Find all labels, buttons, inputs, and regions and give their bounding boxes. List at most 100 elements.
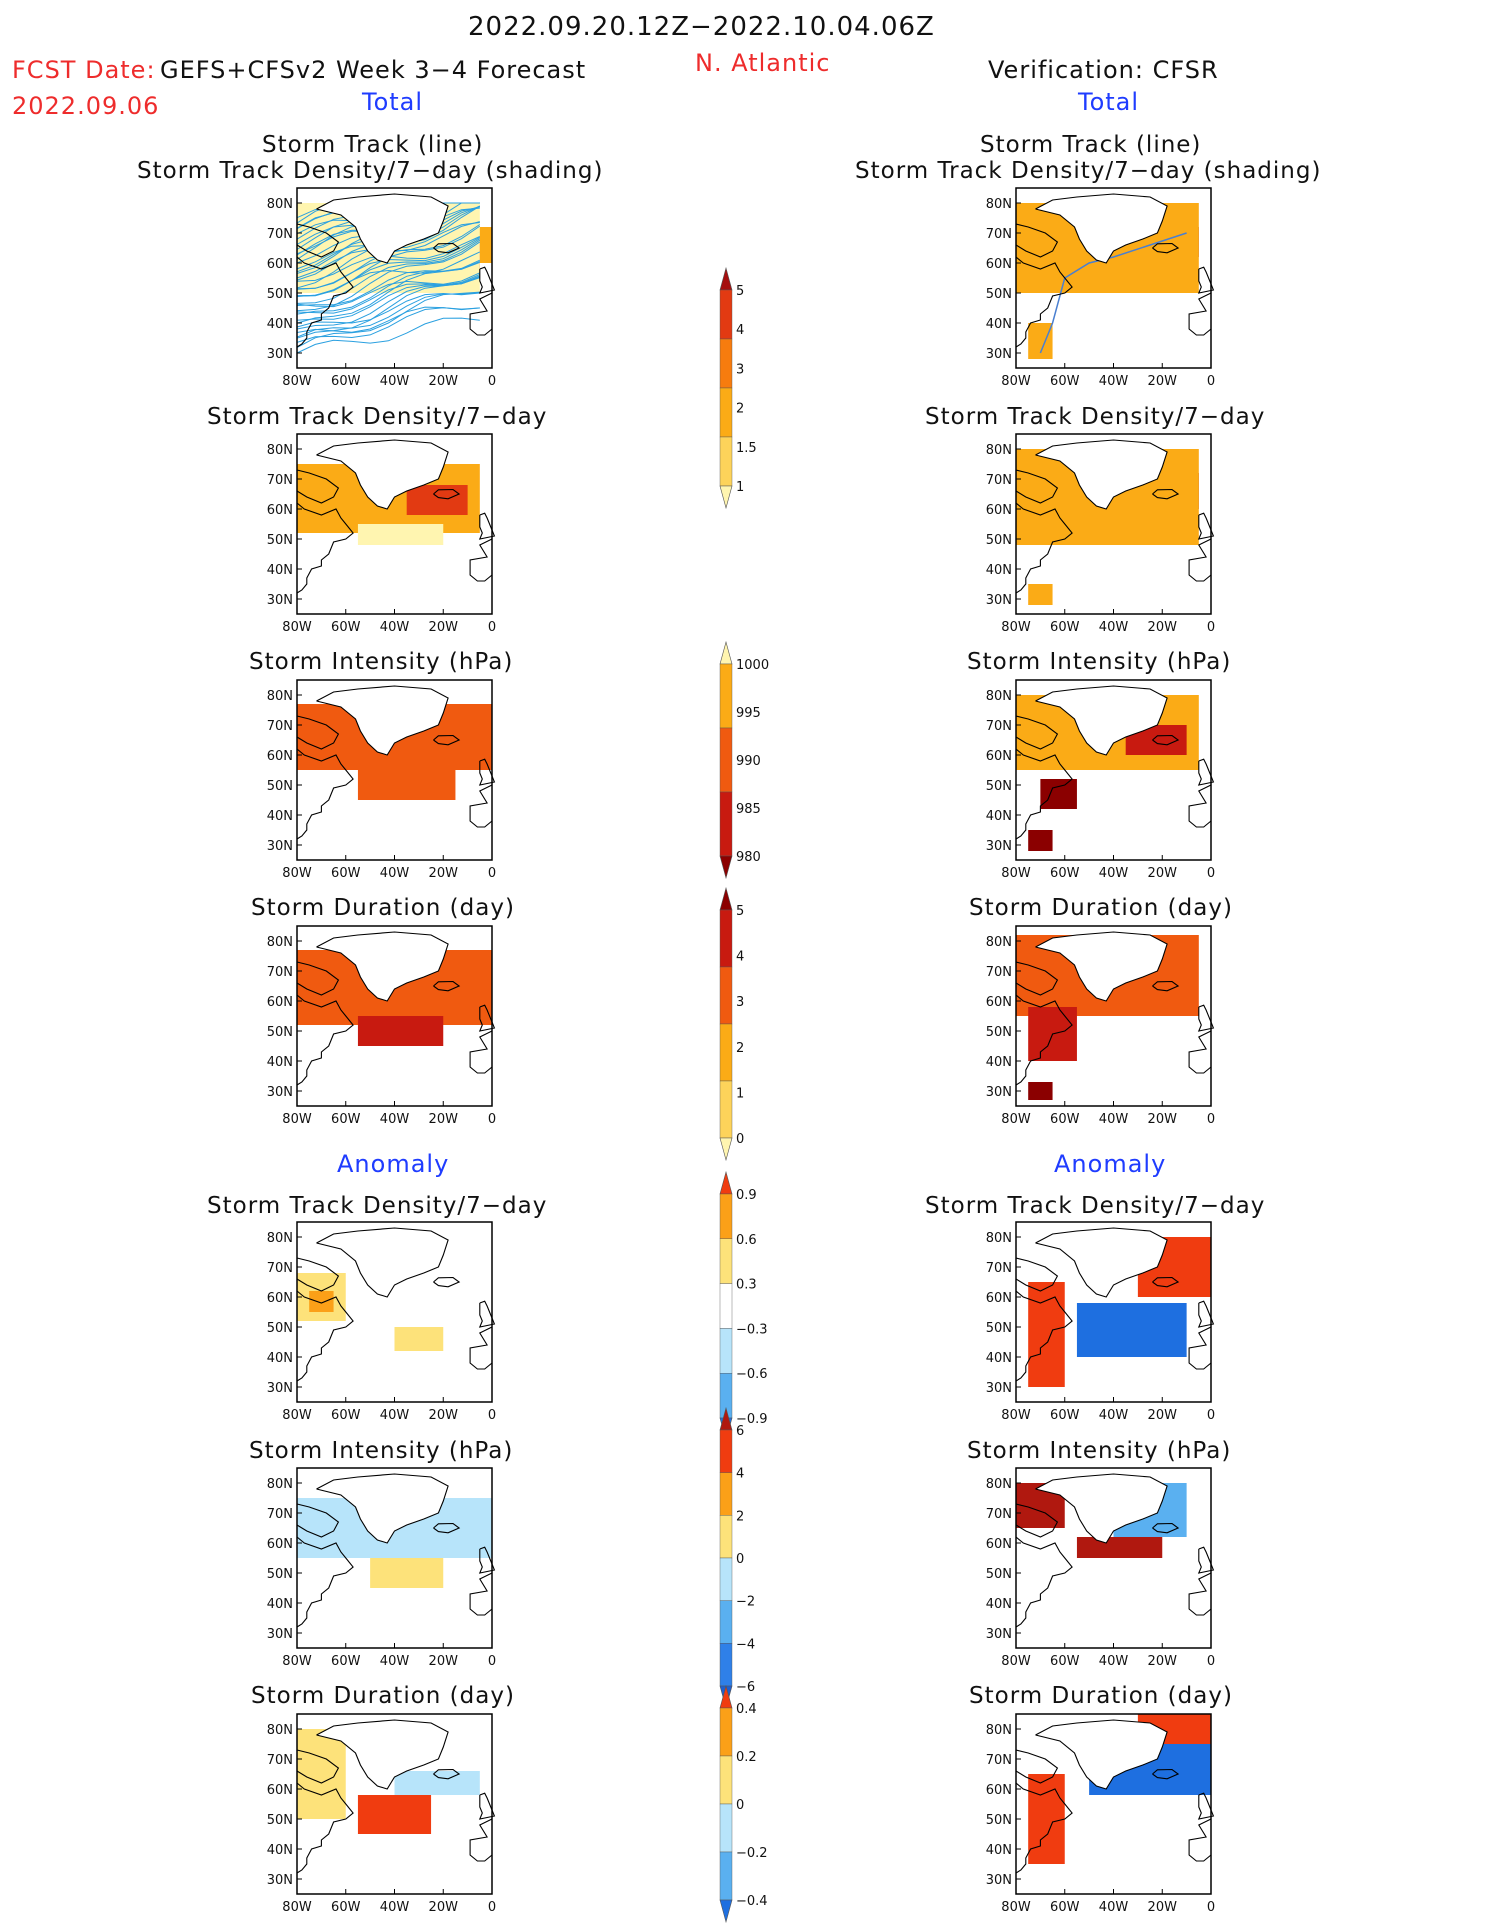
storm-track-line — [296, 273, 481, 314]
shaded-region — [1028, 1774, 1065, 1864]
panel-title-anom-intensity-left: Storm Intensity (hPa) — [249, 1438, 514, 1464]
coastline-europe — [469, 292, 493, 336]
colorbar-segment — [719, 909, 733, 968]
x-tick-label: 80W — [282, 1408, 312, 1423]
coastline-baffin — [1015, 1749, 1059, 1784]
panel-title-intensity-left: Storm Intensity (hPa) — [249, 649, 514, 675]
colorbar-segment — [719, 1851, 733, 1901]
panel-title-density-right: Storm Track Density/7−day — [925, 404, 1266, 430]
y-tick-label: 50N — [986, 287, 1012, 302]
panel-title-anom-density-left: Storm Track Density/7−day — [207, 1193, 548, 1219]
colorbar-segment — [719, 387, 733, 438]
colorbar-label: 4 — [736, 323, 744, 338]
x-tick-label: 0 — [488, 620, 496, 635]
x-tick-label: 20W — [429, 1900, 459, 1915]
map-panel-8: 80N 70N 60N 50N 40N 30N 80W 60W 40W 20W 0 — [986, 925, 1215, 1127]
y-tick-label: 40N — [267, 1597, 293, 1612]
colorbar-segment — [719, 1600, 733, 1644]
coastline-north-america — [296, 994, 354, 1086]
coastline-europe — [1188, 292, 1212, 336]
map-panel-1: 80N 70N 60N 50N 40N 30N 80W 60W 40W 20W 0 — [267, 187, 496, 389]
colorbar-segment — [719, 727, 733, 793]
y-tick-label: 50N — [267, 287, 293, 302]
coastline-greenland — [1035, 193, 1168, 264]
map-svg: 80N 70N 60N 50N 40N 30N 80W 60W 40W 20W 0 — [267, 925, 496, 1127]
map-svg: 80N 70N 60N 50N 40N 30N 80W 60W 40W 20W 0 — [267, 1221, 496, 1423]
y-tick-label: 60N — [267, 1537, 293, 1552]
y-tick-label: 50N — [986, 533, 1012, 548]
colorbar-arrow-top — [719, 1406, 733, 1431]
x-tick-label: 40W — [1099, 1112, 1129, 1127]
anomaly-left-label: Anomaly — [337, 1150, 450, 1178]
x-tick-label: 80W — [1001, 374, 1031, 389]
map-svg: 80N 70N 60N 50N 40N 30N 80W 60W 40W 20W 0 — [267, 187, 496, 389]
x-tick-label: 0 — [488, 1654, 496, 1669]
panel-title-intensity-right: Storm Intensity (hPa) — [967, 649, 1232, 675]
colorbar-segment — [719, 791, 733, 857]
x-tick-label: 40W — [380, 1112, 410, 1127]
x-tick-label: 20W — [1148, 374, 1178, 389]
map-svg: 80N 70N 60N 50N 40N 30N 80W 60W 40W 20W 0 — [986, 679, 1215, 881]
y-tick-label: 50N — [986, 1813, 1012, 1828]
colorbar-label: 0 — [736, 1798, 744, 1813]
x-tick-label: 20W — [429, 620, 459, 635]
panel-title-track-shading-right: Storm Track Density/7−day (shading) — [855, 158, 1322, 184]
panel-title-anom-density-right: Storm Track Density/7−day — [925, 1193, 1266, 1219]
x-tick-label: 20W — [429, 866, 459, 881]
colorbar-label: 2 — [736, 402, 744, 417]
y-tick-label: 40N — [267, 1351, 293, 1366]
coastline-iceland — [1152, 1522, 1180, 1534]
coastline-europe — [1188, 1326, 1212, 1370]
y-tick-label: 40N — [986, 1843, 1012, 1858]
coastline-uk — [478, 1300, 496, 1328]
coastline-baffin — [296, 1749, 340, 1784]
coastline-baffin — [1015, 961, 1059, 996]
coastline-uk — [1197, 1792, 1215, 1820]
map-svg: 80N 70N 60N 50N 40N 30N 80W 60W 40W 20W 0 — [986, 187, 1215, 389]
storm-track-line — [296, 307, 480, 343]
map-svg: 80N 70N 60N 50N 40N 30N 80W 60W 40W 20W 0 — [986, 1713, 1215, 1915]
y-tick-label: 50N — [986, 1321, 1012, 1336]
y-tick-label: 50N — [986, 779, 1012, 794]
coastline-baffin — [296, 223, 340, 258]
x-tick-label: 0 — [488, 374, 496, 389]
colorbar-label: 4 — [736, 950, 744, 965]
colorbar-label: 995 — [736, 706, 761, 721]
coastline-greenland — [1035, 685, 1168, 756]
colorbar-anom_duration: 0.4 0.2 0 −0.2 −0.4 — [719, 1684, 780, 1926]
y-tick-label: 60N — [267, 257, 293, 272]
x-tick-label: 0 — [1207, 1112, 1215, 1127]
x-tick-label: 60W — [1050, 1654, 1080, 1669]
y-tick-label: 60N — [986, 503, 1012, 518]
x-tick-label: 80W — [282, 1900, 312, 1915]
y-tick-label: 80N — [986, 935, 1012, 950]
y-tick-label: 30N — [267, 1627, 293, 1642]
y-tick-label: 30N — [267, 593, 293, 608]
y-tick-label: 30N — [986, 1873, 1012, 1888]
map-panel-12: 80N 70N 60N 50N 40N 30N 80W 60W 40W 20W 0 — [986, 1467, 1215, 1669]
storm-track-line — [296, 241, 481, 312]
map-panel-11: 80N 70N 60N 50N 40N 30N 80W 60W 40W 20W 0 — [267, 1467, 496, 1669]
storm-track-line — [296, 277, 480, 339]
x-tick-label: 80W — [282, 1112, 312, 1127]
shaded-region — [1028, 1282, 1065, 1387]
y-tick-label: 60N — [986, 1537, 1012, 1552]
coastline-europe — [1188, 1030, 1212, 1074]
colorbar-arrow-top — [719, 1170, 733, 1195]
y-tick-label: 70N — [267, 1507, 293, 1522]
x-tick-label: 60W — [1050, 374, 1080, 389]
colorbar-label: −0.4 — [736, 1894, 768, 1909]
y-tick-label: 30N — [986, 347, 1012, 362]
y-tick-label: 60N — [986, 257, 1012, 272]
colorbar-arrow-bottom — [719, 1899, 733, 1924]
colorbar-segment — [719, 1283, 733, 1329]
storm-track-line — [296, 317, 480, 354]
coastline-baffin — [296, 1503, 340, 1538]
map-panel-3: 80N 70N 60N 50N 40N 30N 80W 60W 40W 20W 0 — [267, 433, 496, 635]
coastline-europe — [1188, 1818, 1212, 1862]
x-tick-label: 20W — [1148, 866, 1178, 881]
coastline-uk — [1197, 266, 1215, 294]
coastline-europe — [469, 1326, 493, 1370]
coastline-uk — [478, 1546, 496, 1574]
coastline-europe — [469, 784, 493, 828]
